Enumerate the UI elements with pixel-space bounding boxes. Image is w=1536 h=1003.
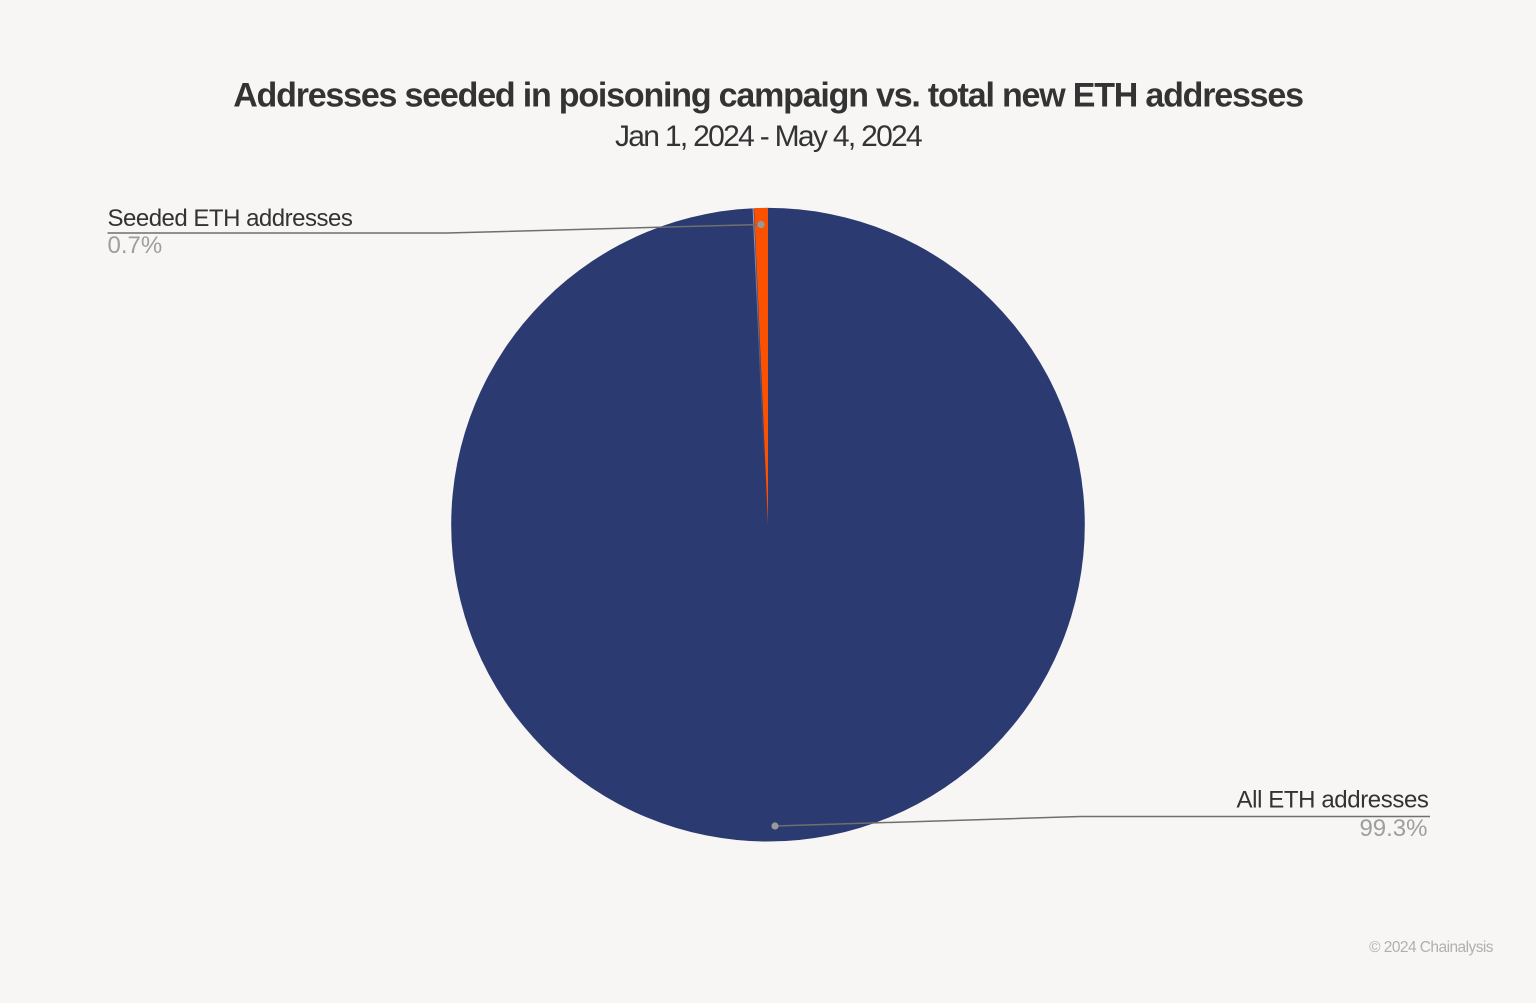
svg-text:Jan 1, 2024 - May 4, 2024: Jan 1, 2024 - May 4, 2024 <box>615 120 922 153</box>
svg-text:99.3%: 99.3% <box>1359 815 1427 842</box>
svg-text:0.7%: 0.7% <box>108 232 163 259</box>
svg-text:© 2024 Chainalysis: © 2024 Chainalysis <box>1369 939 1494 956</box>
svg-text:Seeded ETH addresses: Seeded ETH addresses <box>108 205 353 232</box>
svg-text:All ETH addresses: All ETH addresses <box>1237 787 1429 814</box>
svg-text:Addresses seeded in poisoning: Addresses seeded in poisoning campaign v… <box>233 77 1303 115</box>
